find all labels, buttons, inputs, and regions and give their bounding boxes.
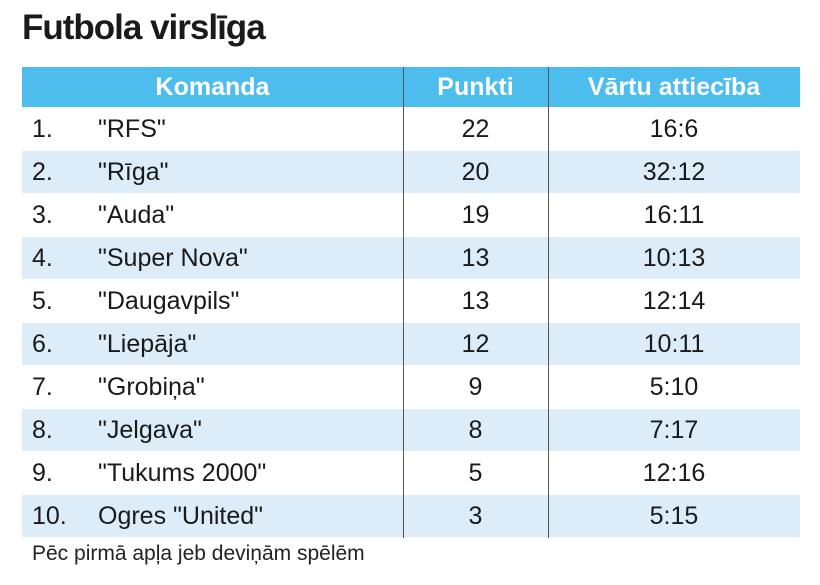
- rank-cell: 8.: [32, 415, 53, 444]
- team-cell: "RFS": [98, 114, 166, 143]
- table-row: 7. "Grobiņa" 9 5:10: [22, 366, 800, 409]
- team-cell: "Rīga": [98, 157, 169, 186]
- rank-cell: 3.: [32, 200, 53, 229]
- goals-cell: 5:10: [649, 372, 699, 401]
- column-divider: [403, 67, 404, 538]
- header-cell: Vārtu attiecība: [587, 72, 761, 101]
- table-row: 2. "Rīga" 20 32:12: [22, 151, 800, 194]
- points-cell: 12: [461, 329, 490, 358]
- table-row: 8. "Jelgava" 8 7:17: [22, 409, 800, 452]
- goals-cell: 7:17: [649, 415, 699, 444]
- table-row: 9. "Tukums 2000" 5 12:16: [22, 452, 800, 495]
- table-row: 10. Ogres "United" 3 5:15: [22, 495, 800, 538]
- footnote: Pēc pirmā apļa jeb deviņām spēlēm: [32, 542, 365, 565]
- team-cell: "Grobiņa": [98, 372, 205, 401]
- title: Futbola virslīga: [22, 8, 266, 47]
- rank-cell: 6.: [32, 329, 53, 358]
- points-cell: 22: [461, 114, 490, 143]
- team-cell: "Tukums 2000": [98, 458, 267, 487]
- rank-cell: 7.: [32, 372, 53, 401]
- team-cell: "Auda": [98, 200, 175, 229]
- points-cell: 8: [468, 415, 483, 444]
- team-cell: "Jelgava": [98, 415, 202, 444]
- table-row: 4. "Super Nova" 13 10:13: [22, 237, 800, 280]
- points-cell: 13: [461, 243, 490, 272]
- header-row: Komanda Punkti Vārtu attiecība: [22, 67, 800, 108]
- table-row: 3. "Auda" 19 16:11: [22, 194, 800, 237]
- table-row: 1. "RFS" 22 16:6: [22, 108, 800, 151]
- team-cell: "Super Nova": [98, 243, 248, 272]
- team-cell: "Liepāja": [98, 329, 197, 358]
- rank-cell: 5.: [32, 286, 53, 315]
- column-divider: [548, 67, 549, 538]
- table-row: 6. "Liepāja" 12 10:11: [22, 323, 800, 366]
- goals-cell: 16:11: [643, 200, 705, 229]
- points-cell: 9: [468, 372, 483, 401]
- goals-cell: 10:11: [643, 329, 705, 358]
- rank-cell: 10.: [32, 501, 67, 530]
- table-row: 5. "Daugavpils" 13 12:14: [22, 280, 800, 323]
- points-cell: 19: [461, 200, 490, 229]
- goals-cell: 12:14: [642, 286, 706, 315]
- rank-cell: 2.: [32, 157, 53, 186]
- goals-cell: 5:15: [649, 501, 699, 530]
- goals-cell: 12:16: [642, 458, 706, 487]
- header-cell: Komanda: [155, 72, 270, 101]
- points-cell: 20: [461, 157, 490, 186]
- header-cell: Punkti: [437, 72, 514, 101]
- team-cell: "Daugavpils": [98, 286, 240, 315]
- goals-cell: 32:12: [642, 157, 706, 186]
- points-cell: 3: [468, 501, 483, 530]
- rank-cell: 9.: [32, 458, 53, 487]
- goals-cell: 10:13: [642, 243, 706, 272]
- team-cell: Ogres "United": [98, 501, 264, 530]
- rank-cell: 1.: [32, 114, 53, 143]
- goals-cell: 16:6: [649, 114, 699, 143]
- points-cell: 5: [468, 458, 483, 487]
- points-cell: 13: [461, 286, 490, 315]
- rank-cell: 4.: [32, 243, 53, 272]
